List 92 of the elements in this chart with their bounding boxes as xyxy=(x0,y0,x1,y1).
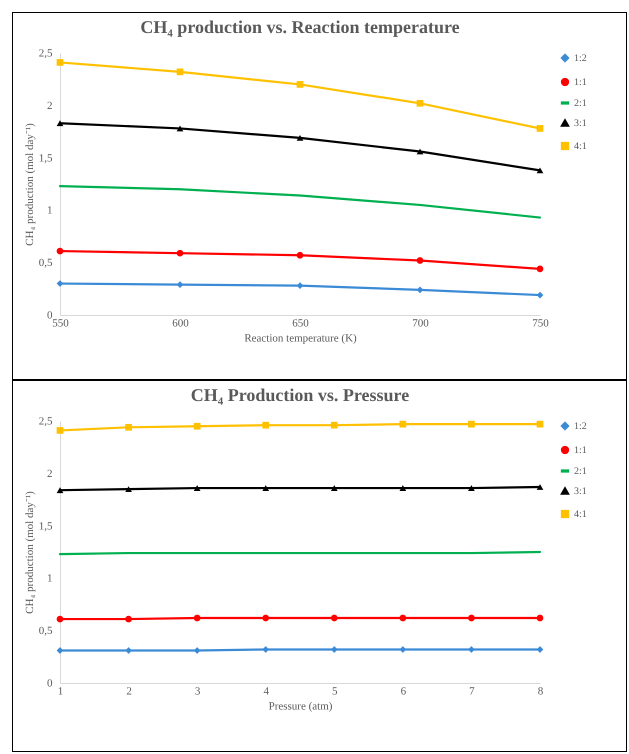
point xyxy=(125,616,132,622)
point xyxy=(56,248,64,254)
y-tick-label: 1 xyxy=(47,572,52,585)
point xyxy=(56,427,64,434)
point xyxy=(416,100,424,107)
x-axis-title: Reaction temperature (K) xyxy=(244,332,358,344)
point xyxy=(176,281,184,288)
point xyxy=(536,266,544,272)
point xyxy=(262,614,270,622)
x-axis-title: Pressure (atm) xyxy=(268,700,333,712)
y-axis-title: CH₄ production (mol day⁻¹) xyxy=(24,122,36,246)
point xyxy=(262,485,270,491)
point xyxy=(296,81,304,88)
point xyxy=(56,616,64,622)
legend-label: 1:2 xyxy=(574,53,587,64)
x-tick-label: 3 xyxy=(194,686,201,698)
point xyxy=(296,252,304,259)
point xyxy=(296,282,304,290)
point xyxy=(330,485,338,491)
y-tick-label: 0,5 xyxy=(38,257,53,270)
x-tick-label: 7 xyxy=(469,686,476,698)
y-tick-label: 0,5 xyxy=(38,625,53,638)
point xyxy=(536,292,544,298)
point xyxy=(536,646,544,653)
legend-label: 2:1 xyxy=(574,98,587,109)
chart-title: CH₄ Production vs. Pressure xyxy=(190,385,410,405)
x-tick-label: 6 xyxy=(400,686,407,698)
point xyxy=(536,420,544,428)
point xyxy=(56,120,64,126)
legend-label: 1:1 xyxy=(574,77,587,88)
point xyxy=(56,280,64,287)
point xyxy=(400,485,406,491)
x-tick-label: 550 xyxy=(52,318,70,330)
point xyxy=(536,125,544,132)
legend-label: 3:1 xyxy=(574,118,587,129)
x-tick-label: 700 xyxy=(412,318,430,330)
point xyxy=(125,647,132,654)
point xyxy=(176,126,184,132)
point xyxy=(416,148,424,154)
point xyxy=(125,486,132,492)
point xyxy=(296,134,304,141)
point xyxy=(536,167,544,174)
point xyxy=(536,614,544,622)
point xyxy=(468,485,475,491)
chart-title: CH₄ production vs. Reaction temperature xyxy=(140,17,460,37)
point xyxy=(56,647,64,654)
point xyxy=(468,646,475,653)
y-tick-label: 0 xyxy=(47,678,53,690)
legend-label: 3:1 xyxy=(574,486,587,497)
point xyxy=(194,647,200,654)
legend-label: 4:1 xyxy=(574,141,587,152)
legend-label: 1:2 xyxy=(574,421,587,432)
legend-label: 4:1 xyxy=(574,509,587,520)
point xyxy=(194,422,200,430)
x-tick-label: 5 xyxy=(332,686,338,698)
point xyxy=(330,422,338,429)
y-tick-label: 2,5 xyxy=(38,416,53,428)
point xyxy=(400,646,406,653)
x-tick-label: 2 xyxy=(126,686,132,698)
y-axis-title: CH₄ production (mol day⁻¹) xyxy=(24,490,36,614)
point xyxy=(56,487,64,494)
legend-label: 1:1 xyxy=(574,445,587,456)
point xyxy=(262,422,270,429)
point xyxy=(416,286,424,294)
point xyxy=(194,614,200,622)
point xyxy=(400,614,406,622)
point xyxy=(176,68,184,76)
point xyxy=(330,614,338,622)
y-tick-label: 1,5 xyxy=(38,520,53,532)
y-tick-label: 1 xyxy=(47,204,52,217)
y-tick-label: 0 xyxy=(47,310,53,322)
point xyxy=(176,250,184,257)
y-tick-label: 1,5 xyxy=(38,152,53,164)
point xyxy=(194,485,200,491)
x-tick-label: 600 xyxy=(172,318,190,330)
x-tick-label: 4 xyxy=(263,686,270,698)
x-tick-label: 650 xyxy=(292,318,310,330)
point xyxy=(56,59,64,66)
y-tick-label: 2,5 xyxy=(38,48,53,60)
point xyxy=(400,420,406,428)
y-tick-label: 2 xyxy=(47,468,52,480)
point xyxy=(416,257,424,264)
point xyxy=(468,420,475,428)
x-tick-label: 750 xyxy=(532,318,550,330)
point xyxy=(536,484,544,490)
x-tick-label: 1 xyxy=(58,686,64,698)
x-tick-label: 8 xyxy=(538,686,544,698)
legend-label: 2:1 xyxy=(574,466,587,477)
line-series xyxy=(58,184,542,219)
point xyxy=(468,614,475,622)
point xyxy=(125,424,132,431)
y-tick-label: 2 xyxy=(47,100,52,112)
